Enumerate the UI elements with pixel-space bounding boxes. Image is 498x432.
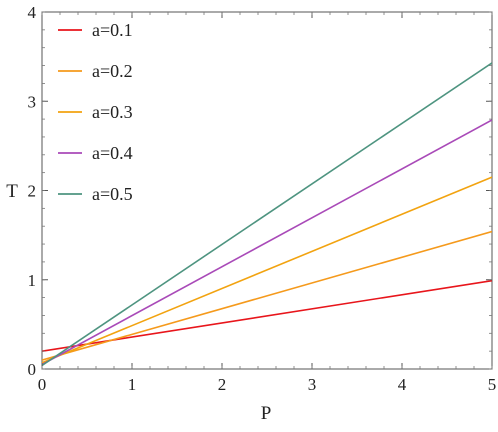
legend-label-2: a=0.2 [92, 61, 133, 81]
x-tick-label: 2 [218, 375, 227, 394]
x-axis-title: P [261, 403, 272, 424]
y-tick-label: 4 [28, 3, 37, 22]
y-axis-title: T [6, 181, 18, 202]
x-tick-label: 5 [488, 375, 497, 394]
legend-label-1: a=0.1 [92, 20, 133, 40]
series-line-4 [42, 119, 492, 366]
legend-label-3: a=0.3 [92, 102, 133, 122]
x-tick-label: 0 [38, 375, 47, 394]
y-tick-label: 2 [28, 182, 37, 201]
series-line-3 [42, 176, 492, 364]
x-tick-label: 4 [398, 375, 407, 394]
y-tick-label: 0 [28, 360, 37, 379]
x-tick-label: 1 [128, 375, 137, 394]
x-tick-label: 3 [308, 375, 317, 394]
y-tick-label: 3 [28, 92, 37, 111]
legend-label-5: a=0.5 [92, 184, 133, 204]
legend-label-4: a=0.4 [92, 143, 133, 163]
y-tick-label: 1 [28, 271, 37, 290]
series-line-2 [42, 230, 492, 361]
series-line-5 [42, 62, 492, 367]
